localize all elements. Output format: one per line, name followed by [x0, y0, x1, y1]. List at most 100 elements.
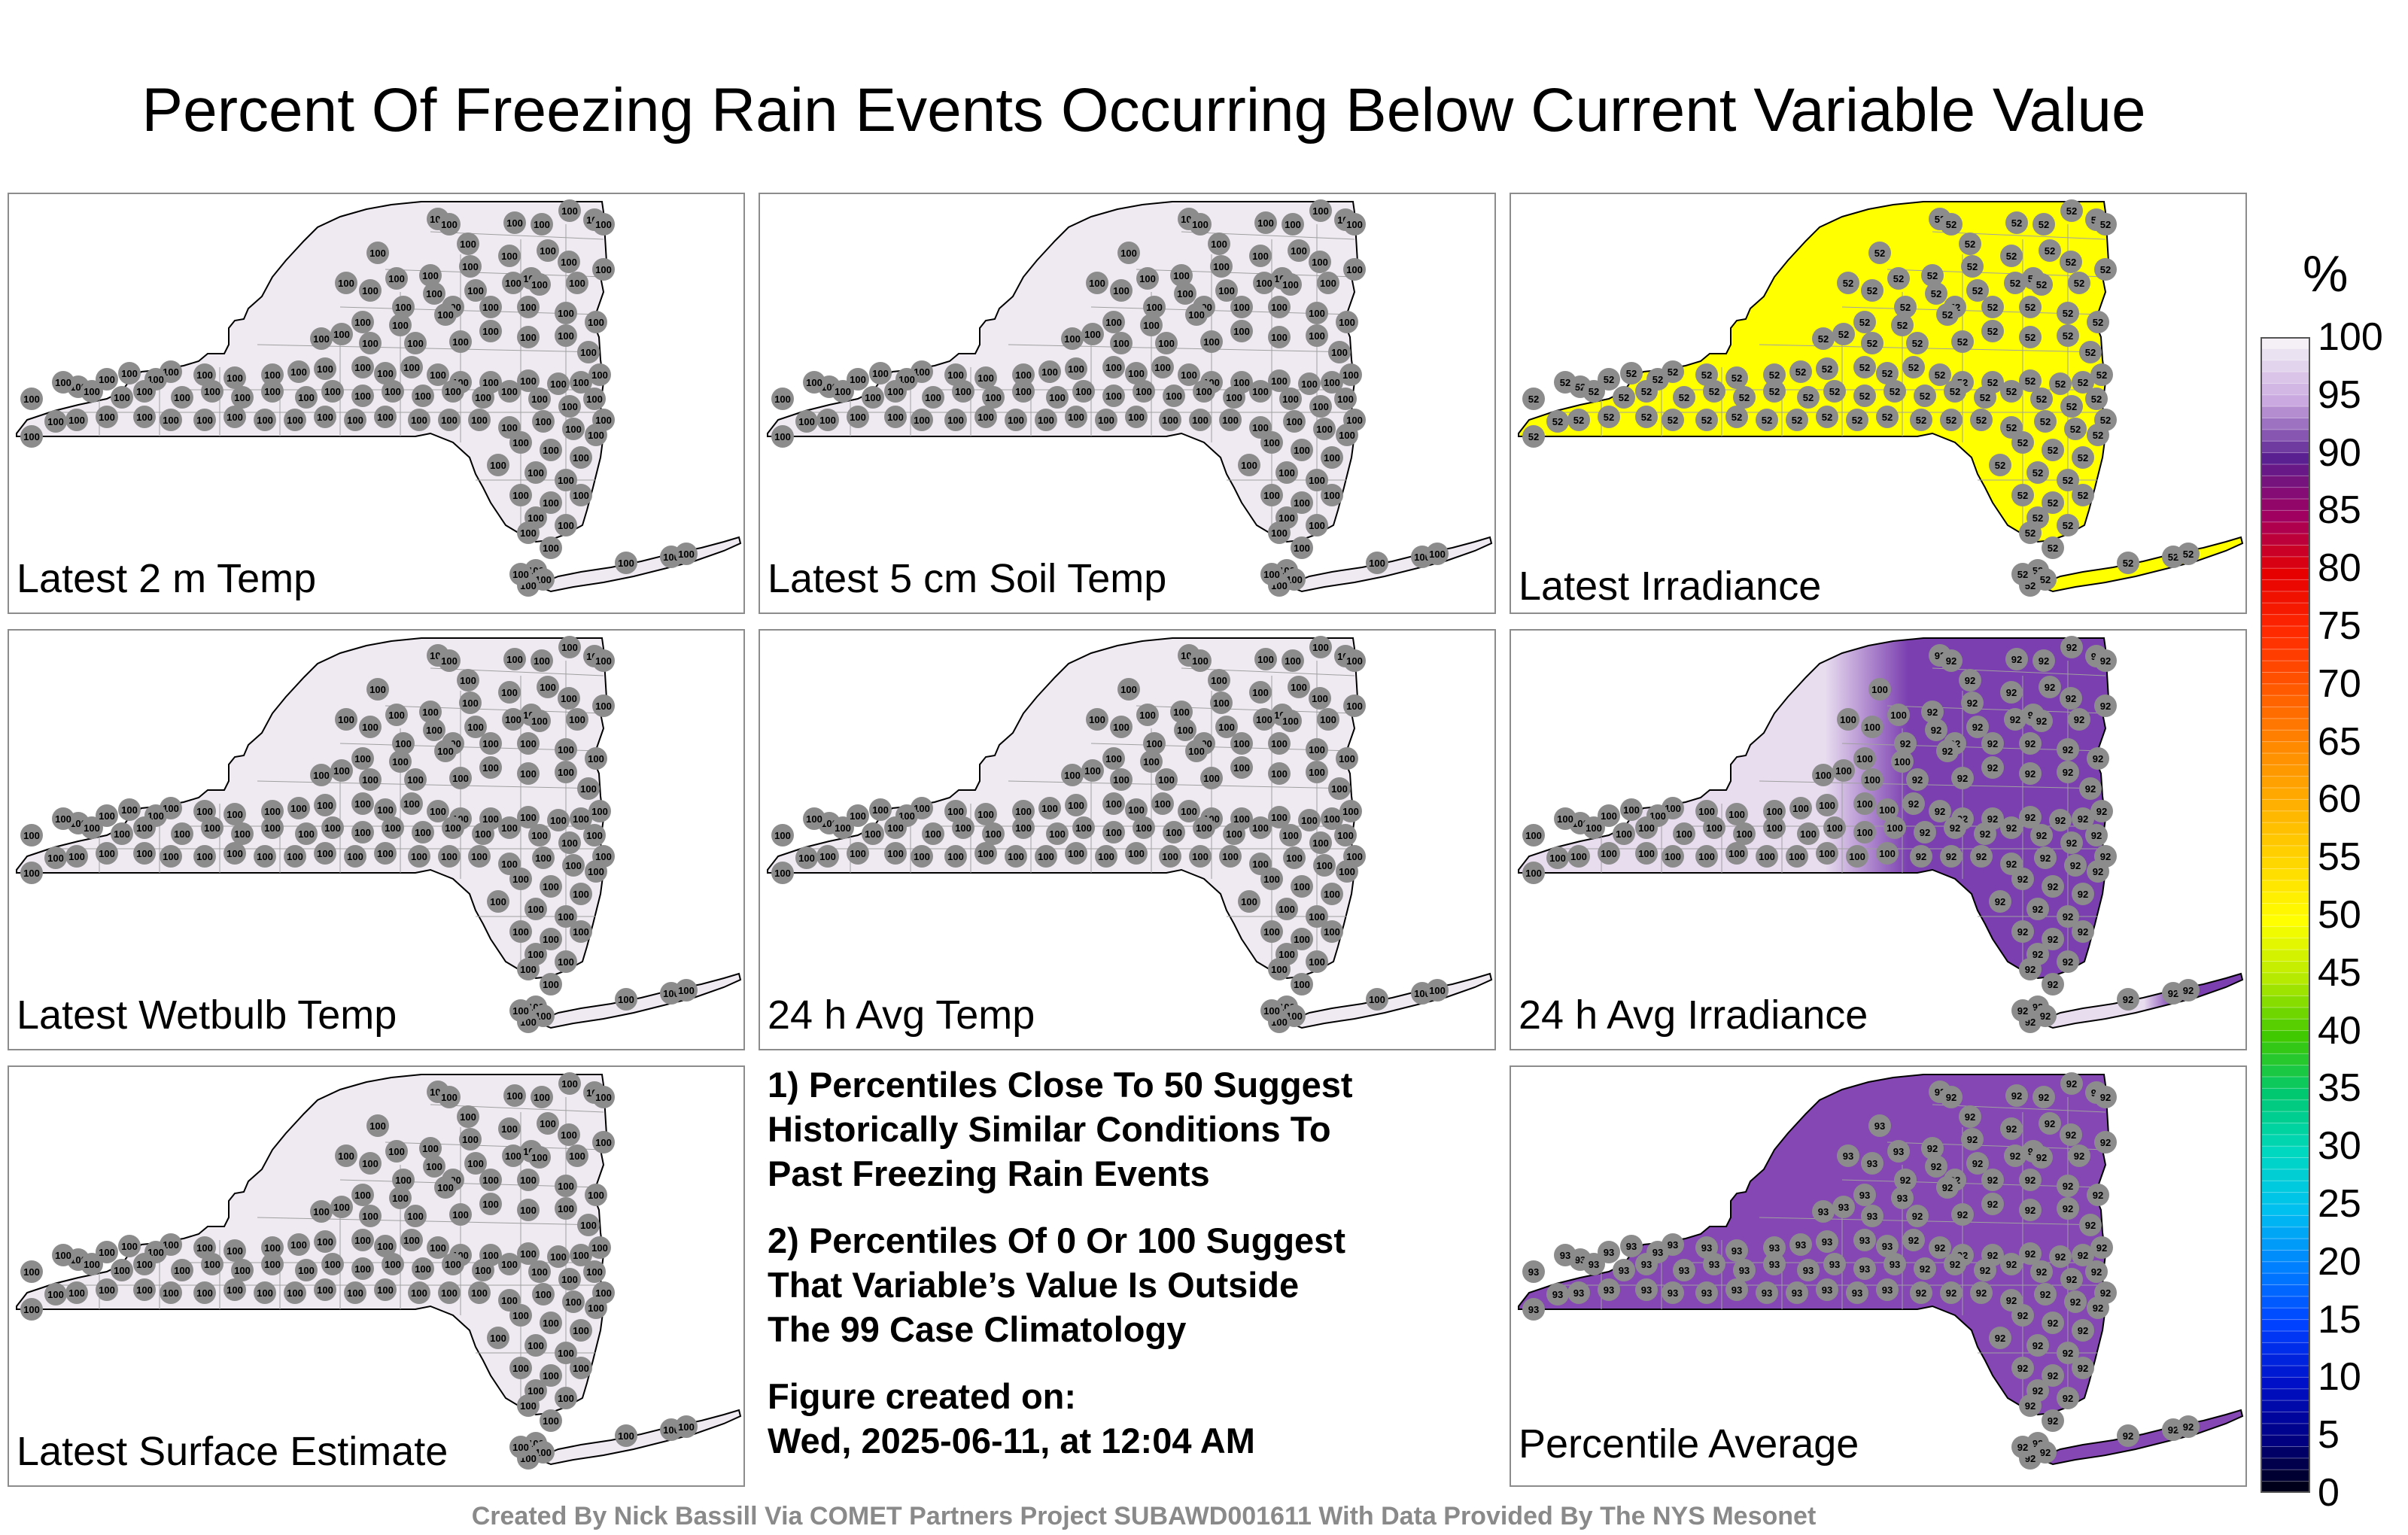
- station-value: 100: [543, 497, 559, 509]
- station-marker: [884, 380, 907, 403]
- station-value: 92: [1980, 1265, 1990, 1276]
- station-marker: [1061, 327, 1084, 350]
- station-value: 100: [415, 391, 431, 402]
- station-marker: [284, 1281, 306, 1304]
- station-value: 100: [1257, 217, 1274, 229]
- station-value: 100: [520, 1205, 537, 1216]
- station-value: 100: [1136, 386, 1152, 397]
- station-value: 92: [2048, 979, 2058, 990]
- station-value: 100: [298, 828, 315, 840]
- station-value: 92: [2033, 1385, 2043, 1397]
- station-marker: [321, 1253, 344, 1275]
- station-marker: [412, 385, 434, 407]
- station-marker: [517, 958, 540, 980]
- station-marker: [359, 332, 382, 354]
- station-marker: [1763, 816, 1786, 839]
- station-marker: [1861, 1205, 1884, 1227]
- station-marker: [911, 845, 933, 868]
- station-marker: [44, 410, 67, 433]
- county-line: [1932, 1104, 2106, 1113]
- station-value: 100: [1324, 926, 1340, 938]
- station-marker: [517, 296, 540, 318]
- station-marker: [1081, 759, 1104, 782]
- station-value: 52: [2040, 574, 2051, 585]
- station-marker: [2094, 213, 2117, 236]
- station-value: 100: [947, 806, 964, 817]
- station-marker: [1268, 732, 1291, 755]
- station-value: 100: [520, 375, 537, 387]
- station-value: 52: [2066, 257, 2076, 268]
- station-value: 93: [1874, 1120, 1885, 1132]
- station-value: 100: [531, 716, 548, 727]
- station-value: 92: [2055, 815, 2066, 826]
- station-value: 100: [362, 722, 379, 733]
- station-value: 100: [1252, 422, 1269, 433]
- station-value: 100: [520, 1248, 537, 1260]
- station-value: 100: [407, 338, 424, 349]
- station-marker: [503, 648, 526, 670]
- station-value: 100: [561, 1129, 577, 1141]
- station-marker: [531, 649, 553, 672]
- station-value: 100: [324, 1259, 341, 1270]
- station-value: 52: [2045, 245, 2055, 257]
- station-value: 100: [121, 368, 138, 379]
- station-value: 92: [2063, 744, 2073, 755]
- station-value: 100: [1226, 828, 1242, 840]
- colorbar-segment: [2261, 429, 2310, 442]
- station-value: 100: [264, 822, 281, 834]
- station-value: 100: [1339, 317, 1355, 328]
- station-marker: [1961, 255, 1984, 278]
- station-marker: [1140, 314, 1163, 336]
- station-value: 100: [1324, 377, 1340, 388]
- station-marker: [1313, 854, 1336, 877]
- station-marker: [577, 1214, 600, 1236]
- station-marker: [1306, 324, 1328, 347]
- station-marker: [509, 868, 532, 890]
- station-marker: [1522, 824, 1545, 847]
- station-marker: [438, 649, 461, 672]
- station-marker: [400, 356, 423, 378]
- station-value: 100: [204, 386, 220, 397]
- station-value: 100: [1282, 830, 1299, 841]
- county-line: [1181, 231, 1355, 240]
- station-marker: [487, 1327, 509, 1349]
- station-value: 52: [1838, 329, 1849, 340]
- station-marker: [201, 816, 223, 839]
- station-marker: [1868, 1114, 1891, 1137]
- colorbar-segment: [2261, 591, 2310, 603]
- station-value: 100: [512, 1363, 529, 1374]
- station-value: 93: [1882, 1241, 1893, 1252]
- station-marker: [1546, 1283, 1569, 1306]
- station-marker: [615, 1424, 637, 1447]
- station-value: 100: [1192, 219, 1209, 230]
- station-marker: [479, 732, 502, 755]
- station-marker: [2090, 1236, 2113, 1259]
- station-value: 100: [430, 369, 446, 381]
- station-value: 52: [2036, 394, 2047, 405]
- station-value: 100: [512, 569, 529, 580]
- station-marker: [160, 1281, 182, 1304]
- station-marker: [201, 1253, 223, 1275]
- station-value: 100: [1213, 698, 1230, 709]
- station-value: 100: [1601, 810, 1617, 822]
- station-marker: [1832, 323, 1855, 345]
- station-marker: [1095, 845, 1117, 868]
- colorbar-segment: [2261, 1261, 2310, 1274]
- station-marker: [374, 1278, 397, 1301]
- station-marker: [1117, 678, 1140, 701]
- station-value: 100: [437, 309, 454, 321]
- station-marker: [1894, 296, 1917, 318]
- station-marker: [1110, 716, 1133, 738]
- station-marker: [558, 636, 581, 658]
- station-marker: [351, 385, 374, 407]
- station-value: 93: [1867, 1211, 1877, 1222]
- station-marker: [1613, 1259, 1635, 1281]
- map-panel-latest-wetbulb-temp: 100 100 100 100 100 100 100 100 100 100 100 100 100 1…: [8, 629, 745, 1050]
- note-line: Past Freezing Rain Events: [768, 1154, 1210, 1193]
- station-value: 100: [550, 1251, 567, 1263]
- station-value: 100: [1291, 682, 1307, 693]
- station-value: 52: [1987, 302, 1998, 313]
- station-value: 100: [452, 336, 469, 348]
- station-marker: [771, 824, 794, 847]
